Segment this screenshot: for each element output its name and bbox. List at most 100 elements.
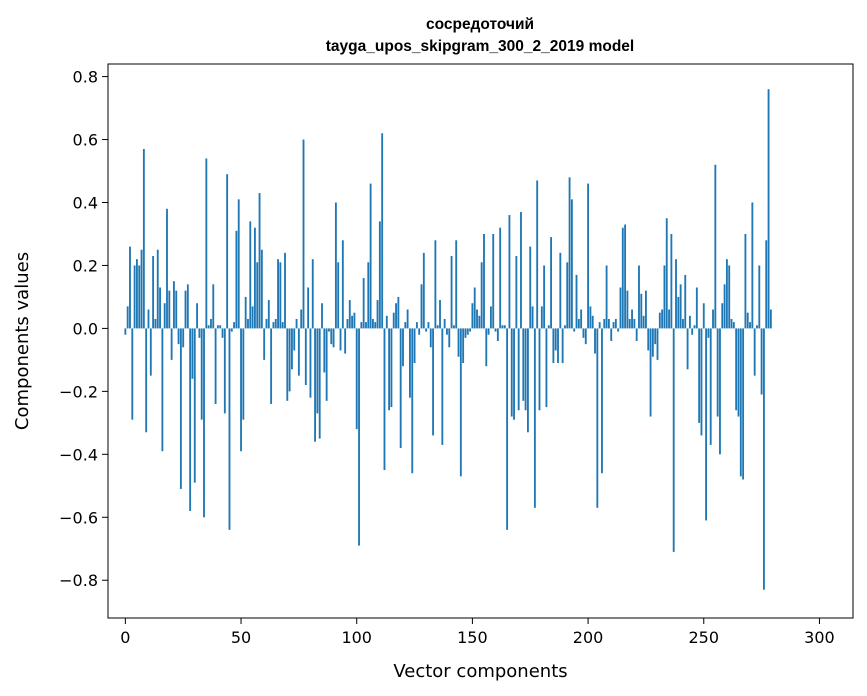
x-tick-label: 250 [688,628,719,647]
bar-component-76 [300,309,303,329]
bar-component-206 [601,328,603,474]
bar-component-271 [751,202,754,329]
bar-component-163 [501,325,504,329]
bar-component-38 [212,284,215,329]
bar-component-276 [763,328,765,590]
bar-component-270 [749,322,751,329]
x-tick-label: 100 [341,628,372,647]
bar-component-230 [656,328,659,360]
bar-component-157 [487,328,490,335]
bar-component-269 [746,312,749,329]
bar-component-168 [513,328,515,420]
bar-component-184 [550,237,552,329]
bar-component-249 [700,328,703,436]
bar-component-144 [457,328,460,357]
bar-component-138 [443,318,446,329]
bar-component-19 [168,290,171,329]
bar-component-24 [179,328,182,489]
bar-component-242 [684,274,687,329]
x-tick-label: 300 [804,628,835,647]
bar-component-14 [156,249,159,329]
bar-component-32 [198,328,201,338]
bar-component-82 [314,328,316,442]
bar-component-218 [628,318,631,329]
bar-component-122 [406,309,409,329]
bar-component-192 [568,177,571,329]
bar-component-47 [233,322,236,329]
bar-component-86 [323,328,326,373]
bar-component-216 [624,224,627,329]
bar-component-201 [589,306,592,329]
bar-component-52 [244,296,247,329]
bar-component-114 [388,328,391,411]
bar-component-113 [385,315,388,329]
bar-component-257 [719,328,721,455]
bar-component-239 [677,296,680,329]
bar-component-84 [318,328,321,439]
bar-component-33 [200,328,203,420]
bar-component-227 [649,328,652,417]
bar-component-260 [725,259,728,329]
bar-component-12 [152,256,155,329]
bar-component-130 [425,328,428,332]
bar-component-146 [462,328,465,364]
bar-component-88 [328,328,330,332]
bar-component-18 [166,208,168,329]
bar-component-195 [575,274,578,329]
bar-component-263 [732,322,735,329]
bar-component-253 [709,328,712,445]
bar-component-92 [337,262,340,329]
x-tick-label: 150 [457,628,488,647]
bar-component-115 [390,328,393,408]
bar-component-187 [557,328,559,364]
bar-component-99 [353,312,356,329]
bar-component-100 [355,328,358,430]
bar-component-127 [418,328,421,335]
bar-component-156 [485,328,488,367]
bar-component-37 [210,318,212,329]
bar-component-232 [661,309,664,329]
bar-component-121 [404,322,407,329]
bar-component-29 [191,328,194,379]
bar-component-57 [256,262,259,329]
bar-component-186 [554,328,557,351]
bar-component-199 [584,328,587,345]
bar-component-229 [654,328,657,345]
bar-component-244 [688,315,691,329]
bar-component-36 [207,325,210,329]
bar-component-224 [642,315,645,329]
bar-component-172 [522,328,525,401]
bar-component-259 [723,284,726,329]
bar-component-233 [663,265,666,329]
bar-component-161 [496,328,499,341]
bar-component-279 [769,309,772,329]
bar-component-243 [686,328,689,370]
bar-component-95 [344,328,347,354]
bar-component-160 [494,328,497,332]
bar-component-211 [612,322,615,329]
bar-component-8 [142,148,145,329]
bar-component-50 [240,328,242,452]
bar-component-273 [756,325,758,329]
bar-component-73 [293,328,296,351]
bar-component-119 [399,328,402,449]
bar-component-238 [675,259,677,329]
bar-component-151 [473,287,476,329]
bar-component-198 [582,328,585,338]
bar-component-42 [221,328,224,338]
bar-component-148 [466,328,469,335]
bar-component-251 [705,328,708,521]
bar-component-53 [247,318,249,329]
bar-component-188 [559,252,562,329]
bar-component-9 [145,328,148,433]
bar-component-208 [605,265,608,329]
bar-component-167 [510,328,513,417]
bar-component-83 [316,328,319,414]
plot-frame [107,63,854,619]
bar-component-41 [219,325,222,329]
bar-component-170 [517,328,520,411]
bar-component-22 [175,290,178,329]
bar-component-58 [258,193,261,329]
bar-component-64 [272,322,275,329]
bar-component-228 [651,328,654,357]
